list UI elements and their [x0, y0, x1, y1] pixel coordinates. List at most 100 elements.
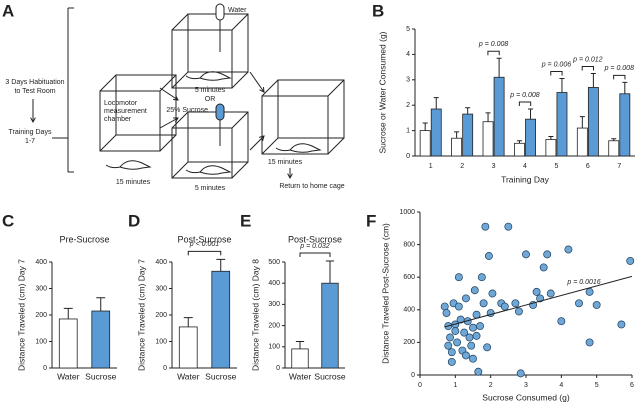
- point: [585, 338, 594, 347]
- diagram-text: 25% Sucrose: [166, 107, 208, 114]
- error-bar: [433, 97, 439, 110]
- point: [447, 348, 456, 357]
- y-tick-label: 100: [155, 338, 167, 345]
- y-tick-label: 1: [406, 127, 410, 134]
- point: [447, 358, 456, 366]
- chart-title: Post-Sucrose: [177, 234, 231, 244]
- point: [467, 341, 476, 350]
- error-bar: [63, 307, 73, 319]
- error-bar: [325, 260, 335, 284]
- x-tick-label: 7: [617, 163, 621, 170]
- x-tick-label: 1: [453, 382, 457, 389]
- bottle: [215, 3, 225, 21]
- mouse: [275, 143, 322, 153]
- cube: [171, 111, 249, 179]
- x-axis-label: Training Day: [501, 174, 550, 184]
- arrow-head: [259, 135, 265, 141]
- error-bar: [422, 122, 428, 131]
- point: [481, 222, 490, 231]
- diagram-text: Training Days: [9, 129, 52, 136]
- error-bar: [622, 81, 628, 94]
- point: [522, 250, 530, 259]
- point: [617, 320, 626, 329]
- diagram-text: Locomotor: [104, 100, 138, 107]
- x-tick-label: 0: [418, 382, 422, 389]
- point: [460, 328, 469, 337]
- error-bar: [590, 72, 596, 88]
- point: [532, 287, 541, 296]
- point: [440, 302, 449, 311]
- y-tick-label: 200: [155, 312, 167, 319]
- point: [470, 286, 479, 295]
- y-tick-label: 400: [403, 307, 415, 314]
- point: [543, 250, 552, 259]
- point: [626, 256, 635, 265]
- x-tick-label: Sucrose: [314, 371, 345, 381]
- y-tick-label: 0: [411, 372, 415, 379]
- point: [476, 322, 485, 331]
- diagram-text: 15 minutes: [116, 179, 151, 186]
- x-tick-label: 5: [595, 382, 599, 389]
- bar: [576, 127, 588, 157]
- bar: [525, 118, 536, 157]
- y-axis-label: Sucrose or Water Consumed (g): [377, 31, 387, 153]
- point: [479, 299, 488, 308]
- annotation: p = 0.008: [478, 41, 508, 48]
- point: [446, 333, 454, 342]
- annotation: p = 0.008: [604, 65, 634, 72]
- x-tick-label: 3: [524, 382, 528, 389]
- error-bar: [216, 258, 226, 272]
- point: [484, 252, 493, 260]
- point: [500, 302, 509, 311]
- arrow-head: [172, 95, 179, 101]
- significance-bracket: [187, 250, 222, 256]
- point: [454, 302, 463, 311]
- error-bar: [559, 78, 565, 93]
- point: [585, 287, 594, 296]
- bar: [619, 93, 631, 157]
- y-tick-label: 100: [35, 338, 47, 345]
- annotation: p = 0.032: [299, 243, 329, 250]
- panel-letter: F: [366, 211, 376, 230]
- bar: [462, 113, 474, 157]
- error-bar: [548, 135, 554, 140]
- x-tick-label: 2: [489, 382, 493, 389]
- diagram-text: 5 minutes: [195, 87, 226, 94]
- panel-letter: C: [2, 211, 14, 230]
- diagram-text: 1-7: [25, 138, 35, 145]
- bar: [211, 270, 231, 369]
- annotation: p = 0.008: [509, 92, 539, 99]
- error-bar: [579, 116, 585, 129]
- x-tick-label: 4: [559, 382, 563, 389]
- y-tick-label: 300: [155, 285, 167, 292]
- bar: [608, 140, 620, 157]
- error-bar: [485, 112, 491, 122]
- point: [592, 300, 601, 309]
- point: [474, 367, 483, 376]
- y-tick-label: 800: [403, 241, 415, 248]
- bottle: [215, 103, 225, 121]
- x-tick-label: 3: [492, 163, 496, 170]
- mouse: [105, 160, 152, 170]
- chart-title: Pre-Sucrose: [59, 234, 109, 244]
- cube: [171, 13, 249, 89]
- error-bar: [516, 140, 522, 144]
- x-tick-label: Sucrose: [85, 371, 116, 381]
- y-tick-label: 4: [406, 51, 410, 58]
- x-tick-label: 1: [429, 163, 433, 170]
- error-bar: [96, 297, 106, 312]
- error-bar: [295, 341, 305, 349]
- panel-letter: B: [372, 1, 384, 20]
- y-tick-label: 3: [406, 77, 410, 84]
- y-tick-label: 0: [163, 365, 167, 372]
- point: [453, 338, 462, 347]
- cube: [99, 74, 177, 152]
- point: [454, 273, 463, 282]
- bar: [545, 139, 557, 157]
- chart-title: Post-Sucrose: [288, 234, 342, 244]
- y-tick-label: 100: [268, 344, 280, 351]
- error-bar: [528, 108, 534, 120]
- point: [444, 341, 453, 350]
- significance-bracket: [518, 101, 532, 107]
